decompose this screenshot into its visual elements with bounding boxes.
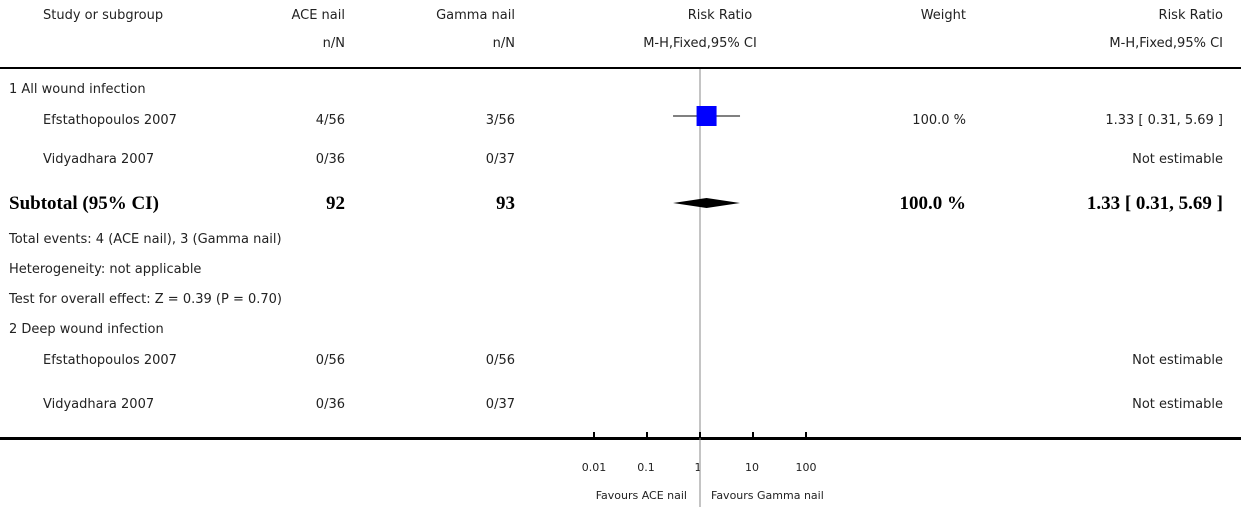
header-weight: Weight bbox=[920, 8, 966, 23]
header-nN-ace: n/N bbox=[322, 36, 345, 51]
note-overall-effect: Test for overall effect: Z = 0.39 (P = 0… bbox=[9, 292, 282, 307]
header-gamma-nail: Gamma nail bbox=[436, 8, 515, 23]
axis-tick-label: 0.1 bbox=[637, 461, 655, 474]
study-gamma: 0/37 bbox=[485, 152, 515, 167]
favours-right-label: Favours Gamma nail bbox=[711, 489, 824, 502]
note-heterogeneity: Heterogeneity: not applicable bbox=[9, 262, 202, 277]
axis-tick-label: 10 bbox=[745, 461, 759, 474]
study-name: Efstathopoulos 2007 bbox=[43, 353, 177, 368]
subtotal-diamond bbox=[673, 198, 741, 208]
study-rr: Not estimable bbox=[1132, 353, 1223, 368]
study-rr: Not estimable bbox=[1132, 397, 1223, 412]
study-name: Vidyadhara 2007 bbox=[43, 397, 155, 412]
subtotal-weight: 100.0 % bbox=[899, 193, 967, 214]
header-method: M-H,Fixed,95% CI bbox=[1109, 36, 1223, 51]
study-gamma: 3/56 bbox=[485, 113, 515, 128]
header-method-plot: M-H,Fixed,95% CI bbox=[643, 36, 757, 51]
axis-tick-label: 100 bbox=[795, 461, 817, 474]
axis-tick-label: 0.01 bbox=[581, 461, 607, 474]
point-square bbox=[696, 106, 717, 126]
header-rule bbox=[0, 67, 1241, 69]
note-total-events: Total events: 4 (ACE nail), 3 (Gamma nai… bbox=[9, 232, 282, 247]
study-name: Efstathopoulos 2007 bbox=[43, 113, 177, 128]
header-study: Study or subgroup bbox=[43, 8, 164, 23]
study-ace: 4/56 bbox=[315, 113, 345, 128]
header-nN-gamma: n/N bbox=[492, 36, 515, 51]
header-ace-nail: ACE nail bbox=[291, 8, 345, 23]
subtotal-rr: 1.33 [ 0.31, 5.69 ] bbox=[1086, 193, 1223, 214]
favours-left-label: Favours ACE nail bbox=[595, 489, 687, 502]
study-gamma: 0/37 bbox=[485, 397, 515, 412]
axis-tick-label: 1 bbox=[694, 461, 702, 474]
subtotal-label: Subtotal (95% CI) bbox=[9, 193, 159, 214]
footer-rule bbox=[0, 437, 1241, 440]
group-title: 1 All wound infection bbox=[9, 82, 146, 97]
subtotal-gamma: 93 bbox=[496, 193, 515, 214]
study-rr: Not estimable bbox=[1132, 152, 1223, 167]
subtotal-ace: 92 bbox=[326, 193, 345, 214]
study-ace: 0/56 bbox=[315, 353, 345, 368]
study-gamma: 0/56 bbox=[485, 353, 515, 368]
study-rr: 1.33 [ 0.31, 5.69 ] bbox=[1105, 113, 1223, 128]
study-name: Vidyadhara 2007 bbox=[43, 152, 155, 167]
header-risk-ratio-plot: Risk Ratio bbox=[687, 8, 753, 23]
study-ace: 0/36 bbox=[315, 397, 345, 412]
header-risk-ratio: Risk Ratio bbox=[1158, 8, 1223, 23]
study-weight: 100.0 % bbox=[912, 113, 966, 128]
group-title: 2 Deep wound infection bbox=[9, 322, 164, 337]
study-ace: 0/36 bbox=[315, 152, 345, 167]
